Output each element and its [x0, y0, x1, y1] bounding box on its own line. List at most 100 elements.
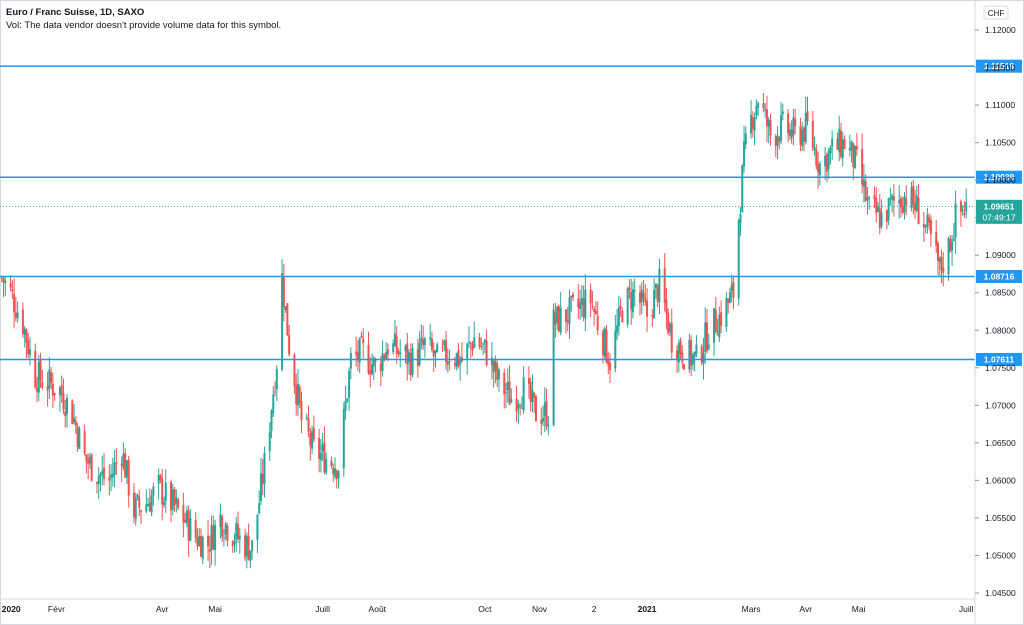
candle-body — [371, 364, 374, 375]
candle-body — [420, 337, 423, 343]
time-tick-label: Juill — [959, 604, 974, 614]
candle-body — [787, 113, 790, 134]
candle-body — [728, 291, 731, 304]
price-tick-label: 1.08000 — [985, 325, 1016, 335]
candle-body — [566, 320, 569, 322]
candle-body — [362, 339, 365, 344]
candle-body — [891, 195, 894, 200]
candle-body — [631, 289, 634, 313]
candle-body — [817, 163, 820, 173]
candle-body — [554, 312, 557, 325]
candle-body — [208, 549, 211, 552]
candle-body — [115, 462, 118, 464]
candle-body — [764, 108, 767, 111]
candle-body — [557, 306, 560, 332]
candle-body — [591, 305, 594, 307]
candle-body — [801, 129, 804, 147]
candle-body — [848, 147, 851, 151]
price-tick-label: 1.07500 — [985, 363, 1016, 373]
candle-body — [97, 476, 100, 485]
candle-body — [940, 256, 943, 271]
candle-body — [446, 361, 449, 365]
candle-body — [127, 459, 130, 496]
candle-body — [333, 468, 336, 477]
price-tick-label: 1.08500 — [985, 288, 1016, 298]
price-axis: 1.120001.115001.110001.105001.100001.095… — [974, 0, 1016, 625]
volume-note: Vol: The data vendor doesn't provide vol… — [6, 20, 282, 31]
time-tick-label: Août — [369, 604, 387, 614]
candle-body — [780, 114, 783, 141]
time-tick-label: Avr — [156, 604, 169, 614]
candle-body — [781, 111, 784, 115]
symbol-title[interactable]: Euro / Franc Suisse, 1D, SAXO — [6, 7, 145, 18]
candle-body — [263, 452, 266, 485]
candle-body — [952, 238, 955, 242]
candle-body — [138, 496, 141, 508]
candle-body — [187, 511, 190, 542]
candle-body — [134, 498, 137, 519]
candle-body — [644, 298, 647, 302]
candle-body — [436, 344, 439, 353]
candle-body — [381, 353, 384, 371]
candle-body — [344, 400, 347, 411]
price-tick-label: 1.05000 — [985, 550, 1016, 560]
candle-body — [58, 387, 61, 396]
candle-body — [196, 537, 199, 547]
candle-body — [171, 489, 174, 510]
candle-body — [889, 198, 892, 200]
candle-body — [836, 138, 839, 150]
candle-body — [393, 333, 396, 346]
candle-body — [617, 307, 620, 327]
candle-body — [700, 346, 703, 363]
candle-body — [778, 137, 781, 142]
candle-body — [534, 396, 537, 422]
candle-body — [9, 283, 12, 288]
price-tick-label: 1.06000 — [985, 475, 1016, 485]
candle-body — [296, 383, 299, 406]
candle-body — [765, 109, 768, 127]
candle-body — [157, 474, 160, 484]
candle-body — [87, 459, 90, 464]
candle-body — [676, 350, 679, 361]
price-tick-label: 1.10000 — [985, 175, 1016, 185]
candle-body — [251, 540, 254, 552]
candle-body — [862, 179, 865, 187]
candle-body — [954, 203, 957, 238]
candle-body — [21, 309, 24, 334]
candle-body — [51, 383, 54, 396]
candle-body — [212, 526, 215, 550]
currency-box[interactable] — [983, 5, 1009, 20]
candle-body — [614, 330, 617, 369]
candle-body — [293, 354, 296, 386]
time-tick-label: Mai — [852, 604, 866, 614]
candle-body — [596, 315, 599, 331]
candle-body — [767, 119, 770, 127]
candle-body — [74, 420, 77, 426]
time-tick-label: Oct — [478, 604, 492, 614]
candle-body — [922, 223, 925, 228]
candle-body — [272, 394, 275, 414]
level-badge-label: 1.08716 — [984, 272, 1015, 282]
candle-body — [332, 467, 335, 475]
level-badge-label: 1.10039 — [984, 172, 1015, 182]
candle-body — [827, 150, 830, 169]
candle-body — [732, 281, 735, 298]
candle-body — [298, 386, 301, 403]
level-badge — [976, 352, 1022, 366]
candle-body — [259, 473, 262, 502]
candle-body — [903, 196, 906, 212]
level-badge — [976, 59, 1022, 73]
candle-body — [720, 312, 723, 326]
candle-body — [813, 147, 816, 151]
candle-body — [670, 322, 673, 353]
candle-body — [593, 308, 596, 313]
candle-body — [50, 372, 53, 384]
candle-body — [713, 307, 716, 343]
price-tick-label: 1.09000 — [985, 250, 1016, 260]
candle-body — [861, 149, 864, 185]
candle-body — [905, 198, 908, 206]
candle-body — [580, 297, 583, 305]
candle-body — [540, 419, 543, 424]
candle-body — [681, 352, 684, 363]
